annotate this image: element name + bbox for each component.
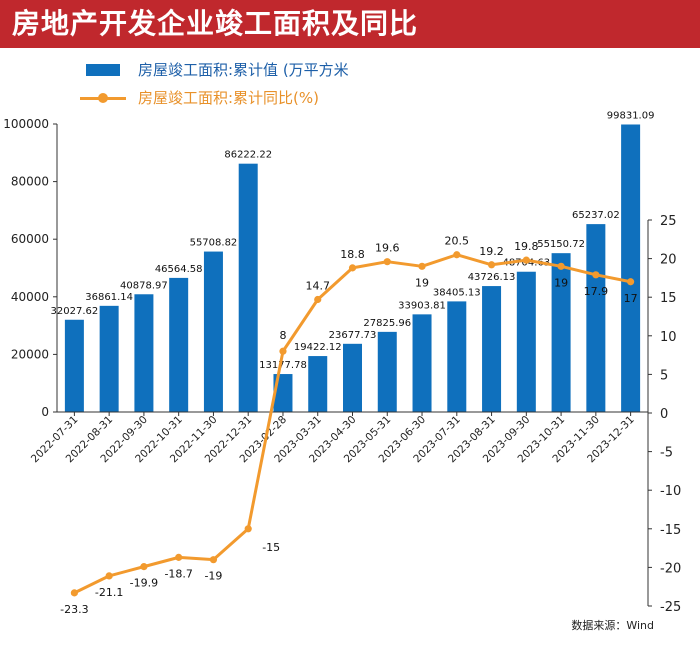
left-axis-tick-label: 60000 — [11, 232, 49, 246]
right-axis-tick-label: -5 — [660, 446, 673, 461]
legend-bar-swatch — [86, 64, 120, 76]
yoy-point-2023-04-30 — [348, 264, 357, 272]
bar-2023-02-28 — [273, 374, 293, 412]
yoy-point-2022-12-31 — [244, 525, 252, 533]
yoy-value-label: -21.1 — [95, 586, 123, 599]
left-axis-tick-label: 40000 — [11, 290, 49, 304]
bar-2022-10-31 — [169, 277, 189, 412]
source-note: 数据来源：Wind — [571, 619, 654, 632]
yoy-point-2023-09-30 — [522, 256, 530, 264]
yoy-value-label: -23.3 — [60, 603, 88, 616]
yoy-value-label: -18.7 — [164, 567, 192, 580]
yoy-point-2023-12-31 — [627, 278, 635, 286]
left-axis-tick-label: 20000 — [11, 347, 49, 361]
bar-2023-10-31 — [551, 253, 571, 412]
right-axis-tick-label: -25 — [660, 600, 681, 615]
right-axis-tick-label: 25 — [660, 214, 677, 229]
legend-line-marker — [98, 93, 108, 103]
chart-axes: 0 20000 40000 60000 80000 100000 -25 -20 -15 -10 -… — [3, 117, 681, 615]
yoy-value-label: -15 — [262, 541, 280, 554]
yoy-point-2023-02-28 — [279, 347, 287, 355]
bar-2023-03-31 — [308, 356, 328, 412]
right-axis-tick-label: -10 — [660, 484, 681, 499]
yoy-value-label: 19 — [415, 276, 429, 289]
bar-2023-06-30 — [412, 314, 432, 412]
yoy-value-label: 20.5 — [445, 235, 470, 248]
right-axis-tick-label: 20 — [660, 253, 677, 268]
bar-value-label: 23677.73 — [329, 330, 377, 341]
bar-value-label: 36861.14 — [85, 292, 133, 303]
right-axis-tick-label: 5 — [660, 368, 668, 383]
yoy-point-2023-08-31 — [487, 261, 496, 269]
bar-2023-05-31 — [377, 331, 397, 412]
left-axis-tick-label: 80000 — [11, 175, 49, 189]
bar-value-label: 65237.02 — [572, 210, 620, 221]
bar-value-label: 33903.81 — [398, 300, 446, 311]
bar-2022-12-31 — [238, 163, 258, 412]
yoy-point-2023-07-31 — [453, 251, 461, 259]
bar-value-label: 13177.78 — [259, 360, 307, 371]
bar-2023-04-30 — [343, 343, 362, 412]
bar-value-label: 46564.58 — [155, 264, 203, 275]
bar-2022-07-31 — [64, 319, 84, 412]
bar-value-label: 32027.62 — [51, 306, 99, 317]
legend-line-label: 房屋竣工面积:累计同比(%) — [138, 89, 320, 107]
yoy-point-2023-05-31 — [383, 258, 391, 266]
yoy-value-label: 8 — [279, 329, 286, 342]
bar-2023-07-31 — [447, 301, 467, 412]
bar-2022-08-31 — [99, 305, 119, 412]
bar-series — [64, 124, 641, 413]
bar-2023-12-31 — [621, 124, 641, 413]
yoy-value-label: 19.2 — [479, 245, 504, 258]
bar-2022-09-30 — [134, 294, 154, 412]
bar-2023-09-30 — [516, 271, 536, 412]
bar-value-label: 99831.09 — [607, 110, 655, 121]
right-axis-tick-label: 0 — [660, 407, 668, 422]
legend-bar-label: 房屋竣工面积:累计值 (万平方米 — [138, 61, 349, 79]
bar-2022-11-30 — [203, 251, 223, 412]
yoy-value-label: 19 — [554, 276, 568, 289]
left-axis-tick-label: 100000 — [3, 117, 49, 131]
line-series — [70, 251, 635, 597]
yoy-point-2023-11-30 — [592, 271, 600, 279]
yoy-value-label: -19.9 — [130, 577, 158, 590]
yoy-point-2022-09-30 — [140, 563, 148, 571]
bar-2023-11-30 — [586, 224, 606, 412]
yoy-point-2022-10-31 — [175, 553, 183, 561]
yoy-value-label: 17.9 — [584, 285, 609, 298]
yoy-point-2023-10-31 — [557, 262, 565, 270]
bar-value-label: 55708.82 — [190, 238, 238, 249]
line-data-labels: -23.3 -21.1 -19.9 -18.7 -19 -15 8 14.7 18.8 19.6 1… — [60, 235, 637, 616]
title-banner: 房地产开发企业竣工面积及同比 — [0, 0, 700, 48]
right-axis-tick-label: -20 — [660, 561, 681, 576]
x-axis-tick-labels: 2022-07-312022-08-312022-09-302022-10-31… — [29, 414, 637, 466]
bar-value-label: 55150.72 — [537, 239, 585, 250]
yoy-value-label: -19 — [204, 570, 222, 583]
yoy-value-label: 17 — [624, 292, 638, 305]
right-axis-tick-label: 15 — [660, 291, 677, 306]
bar-value-label: 27825.96 — [363, 318, 411, 329]
yoy-point-2023-03-31 — [314, 295, 322, 304]
bar-value-label: 40878.97 — [120, 280, 168, 291]
yoy-point-2023-06-30 — [418, 262, 426, 270]
yoy-point-2022-08-31 — [105, 572, 113, 580]
right-axis-tick-label: 10 — [660, 330, 677, 345]
right-axis-tick-label: -15 — [660, 523, 681, 538]
left-axis-tick-label: 0 — [41, 405, 49, 419]
chart-title: 房地产开发企业竣工面积及同比 — [12, 7, 419, 40]
bar-2023-08-31 — [482, 286, 502, 412]
yoy-point-2022-07-31 — [70, 589, 78, 597]
bar-value-label: 19422.12 — [294, 342, 342, 353]
yoy-point-2022-11-30 — [209, 556, 218, 564]
yoy-value-label: 19.8 — [514, 240, 539, 253]
yoy-value-label: 14.7 — [305, 280, 330, 293]
bar-value-label: 38405.13 — [433, 287, 481, 298]
bar-value-label: 86222.22 — [224, 150, 272, 161]
yoy-value-label: 18.8 — [340, 248, 365, 261]
bar-value-label: 43726.13 — [468, 272, 516, 283]
yoy-value-label: 19.6 — [375, 242, 400, 255]
